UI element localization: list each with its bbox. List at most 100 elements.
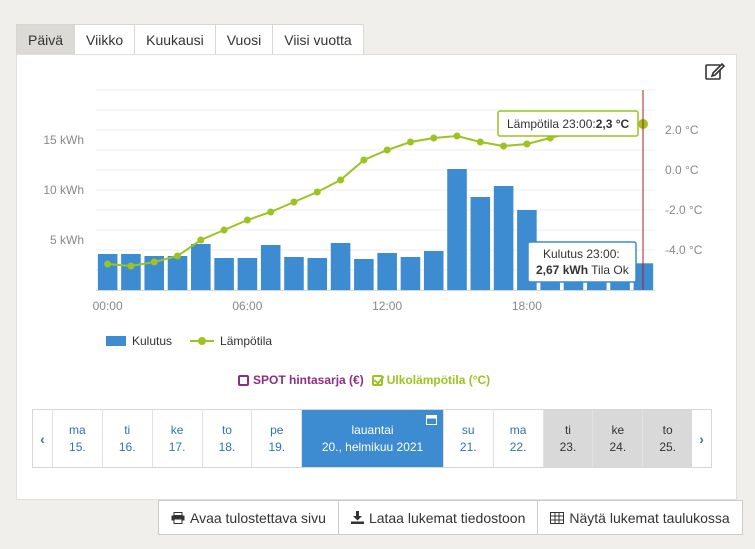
kwh-bar <box>447 169 467 290</box>
legend-lampotila-label: Lämpötila <box>220 334 273 348</box>
kwh-bar <box>330 243 351 290</box>
legend-kulutus[interactable]: Kulutus <box>106 334 172 348</box>
right-axis-tick-label: -2.0 °C <box>665 203 703 217</box>
temperature-point <box>406 138 414 146</box>
tab-day[interactable]: Päivä <box>16 24 76 55</box>
x-axis-tick-label: 00:00 <box>93 299 123 313</box>
chart-tooltips: Lämpötila 23:00:2,3 °C Kulutus 23:00: 2,67… <box>497 110 639 283</box>
temperature-point <box>453 132 461 140</box>
kwh-bar <box>237 258 258 290</box>
temperature-point <box>174 252 182 260</box>
series-toggles: SPOT hintasarja (€) Ulkolämpötila (°C) <box>238 373 498 387</box>
temperature-point <box>383 146 391 154</box>
temperature-point <box>127 262 135 270</box>
temperature-point <box>290 198 298 206</box>
action-buttons: Avaa tulostettava sivu Lataa lukemat tie… <box>158 500 743 535</box>
kwh-tooltip-box <box>527 241 637 283</box>
kwh-bar <box>97 254 118 290</box>
show-table-button[interactable]: Näytä lukemat taulukossa <box>537 500 743 535</box>
temperature-tooltip-text: Lämpötila 23:00:2,3 °C <box>507 117 630 131</box>
outdoor-toggle-label: Ulkolämpötila (°C) <box>386 373 491 387</box>
tab-week[interactable]: Viikko <box>74 24 136 55</box>
temperature-point <box>430 134 438 142</box>
kwh-tooltip-value: 2,67 kWh Tila Ok <box>536 263 630 277</box>
kwh-bar <box>121 254 141 290</box>
legend-lampotila[interactable]: Lämpötila <box>190 334 272 348</box>
x-axis-tick-label: 18:00 <box>512 299 542 313</box>
checkbox-unchecked-icon <box>238 374 249 386</box>
print-page-button[interactable]: Avaa tulostettava sivu <box>158 500 339 535</box>
kwh-bar <box>260 245 281 290</box>
table-button-label: Näytä lukemat taulukossa <box>569 509 730 526</box>
day-cell-future[interactable]: ti 23. <box>542 410 593 467</box>
day-cell[interactable]: ma 22. <box>492 410 543 467</box>
edit-icon[interactable] <box>704 61 726 81</box>
kwh-bar <box>307 258 328 290</box>
download-icon <box>350 511 364 524</box>
day-cell[interactable]: ma 15. <box>51 410 102 467</box>
kwh-bar <box>191 244 211 290</box>
legend-kulutus-label: Kulutus <box>132 334 173 348</box>
day-cell[interactable]: pe 19. <box>251 410 301 467</box>
temperature-point <box>267 208 275 216</box>
kwh-bar <box>144 256 165 290</box>
temperature-point <box>220 226 228 234</box>
download-readings-button[interactable]: Lataa lukemat tiedostoon <box>337 500 539 535</box>
kwh-tooltip-title: Kulutus 23:00: <box>543 247 620 261</box>
print-button-label: Avaa tulostettava sivu <box>190 509 326 526</box>
day-cell[interactable]: ke 17. <box>151 410 202 467</box>
right-axis-tick-label: 0.0 °C <box>665 163 699 177</box>
kwh-bar <box>470 197 491 290</box>
calendar-icon[interactable] <box>425 414 437 425</box>
temperature-point <box>500 142 508 150</box>
period-tabs: Päivä Viikko Kuukausi Vuosi Viisi vuotta <box>16 24 364 55</box>
temperature-point <box>104 260 112 268</box>
day-cell[interactable]: su 21. <box>442 410 493 467</box>
legend-line-swatch <box>190 336 215 346</box>
next-arrow-icon[interactable]: › <box>699 430 704 447</box>
printer-icon <box>171 511 185 524</box>
spot-price-toggle[interactable]: SPOT hintasarja (€) <box>238 373 364 387</box>
spot-toggle-label: SPOT hintasarja (€) <box>253 373 364 387</box>
table-icon <box>550 511 565 524</box>
chart-axes: 5 kWh 10 kWh 15 kWh 2.0 °C 0.0 °C -2.0 °C -4.0… <box>43 90 703 313</box>
kwh-bar <box>354 259 374 290</box>
temperature-point <box>313 188 321 196</box>
kwh-bar <box>493 186 514 290</box>
kwh-bar <box>214 258 234 290</box>
checkbox-checked-icon <box>371 374 383 386</box>
temperature-point <box>523 140 531 148</box>
selected-day-cell[interactable]: lauantai 20., helmikuu 2021 <box>301 410 443 467</box>
right-axis-tick-label: 2.0 °C <box>665 123 699 137</box>
left-axis-tick-label: 5 kWh <box>50 233 84 247</box>
outdoor-temp-toggle[interactable]: Ulkolämpötila (°C) <box>371 373 491 387</box>
left-axis-tick-label: 15 kWh <box>43 133 84 147</box>
right-axis-tick-label: -4.0 °C <box>665 243 703 257</box>
chart-legend: Kulutus Lämpötila <box>106 334 290 348</box>
legend-bar-swatch <box>106 336 126 346</box>
day-cell-future[interactable]: ke 24. <box>592 410 643 467</box>
day-cell-future[interactable]: to 25. <box>642 410 693 467</box>
day-cell[interactable]: ti 16. <box>101 410 152 467</box>
prev-arrow-icon[interactable]: ‹ <box>40 430 45 447</box>
kwh-bar <box>284 257 304 290</box>
temperature-tooltip-box <box>497 110 639 137</box>
temperature-point <box>476 138 484 146</box>
left-axis-tick-label: 10 kWh <box>43 183 84 197</box>
tab-month[interactable]: Kuukausi <box>134 24 216 55</box>
temperature-point <box>243 216 251 224</box>
kwh-bar <box>377 253 397 290</box>
tab-five-years[interactable]: Viisi vuotta <box>272 24 364 55</box>
temperature-polyline <box>107 123 644 268</box>
temperature-point <box>360 156 368 164</box>
date-navigator: ‹ ma 15. ti 16. ke 17. to 18. pe 19. lauantai… <box>32 409 712 468</box>
kwh-bar <box>423 251 444 290</box>
kwh-bar <box>400 257 421 290</box>
day-cell[interactable]: to 18. <box>201 410 252 467</box>
temperature-point <box>337 176 345 184</box>
download-button-label: Lataa lukemat tiedostoon <box>368 509 526 526</box>
temperature-point <box>150 258 158 266</box>
tab-year[interactable]: Vuosi <box>214 24 274 55</box>
temperature-point <box>197 236 205 244</box>
